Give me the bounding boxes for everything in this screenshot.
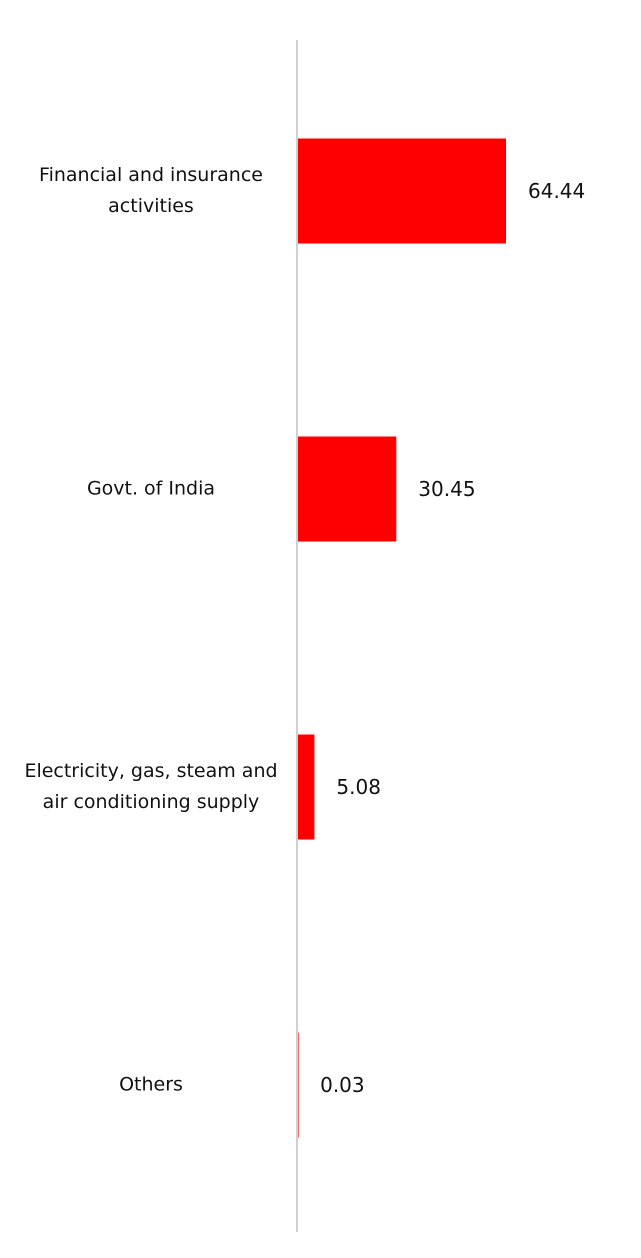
value-label: 64.44 bbox=[528, 179, 586, 203]
bar bbox=[298, 436, 397, 542]
category-label: Financial and insurance activities bbox=[39, 164, 263, 217]
value-label: 0.03 bbox=[320, 1073, 365, 1097]
category-label: Others bbox=[119, 1073, 183, 1096]
value-label: 5.08 bbox=[336, 775, 381, 799]
bar bbox=[298, 1032, 299, 1138]
category-label: Govt. of India bbox=[86, 477, 216, 500]
category-label: Electricity, gas, steam and air conditio… bbox=[24, 760, 278, 813]
value-label: 30.45 bbox=[418, 477, 476, 501]
bar bbox=[298, 734, 315, 840]
bar bbox=[298, 138, 506, 244]
